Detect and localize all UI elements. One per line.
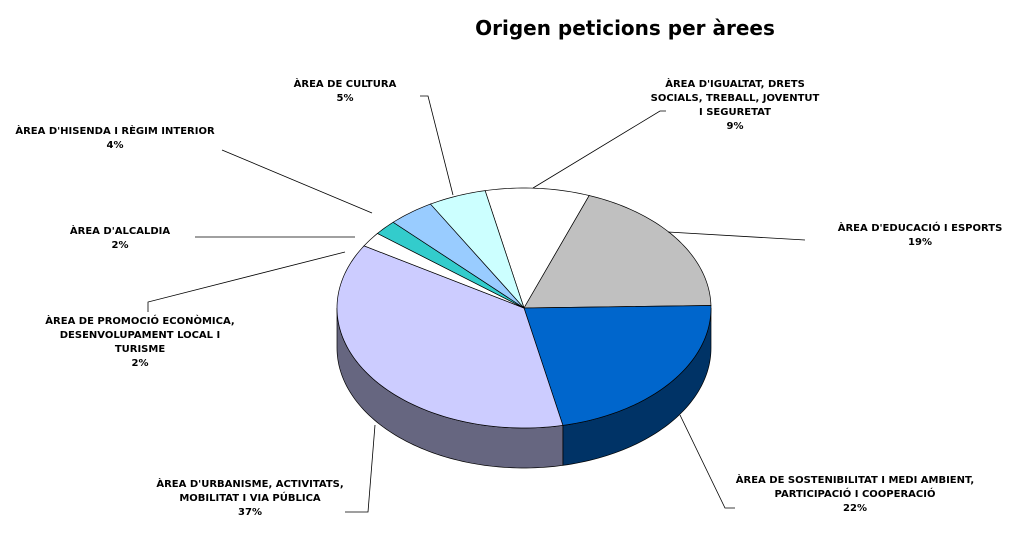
value-label: 22% [843, 503, 867, 514]
leader-line [147, 251, 346, 312]
slice-label: ÀREA D'URBANISME, ACTIVITATS, MOBILITAT … [150, 478, 350, 520]
leader-line [679, 414, 735, 509]
leader-line [667, 231, 806, 241]
value-label: 2% [111, 240, 129, 251]
category-label: ÀREA D'HISENDA I RÈGIM INTERIOR [15, 126, 215, 137]
slice-label: ÀREA DE SOSTENIBILITAT I MEDI AMBIENT, P… [735, 474, 975, 516]
slice-label: ÀREA D'IGUALTAT, DRETS SOCIALS, TREBALL,… [650, 78, 820, 134]
leader-line [221, 149, 373, 214]
category-label: ÀREA DE CULTURA [293, 79, 397, 90]
category-label: ÀREA DE PROMOCIÓ ECONÒMICA, DESENVOLUPAM… [45, 316, 235, 355]
category-label: ÀREA D'URBANISME, ACTIVITATS, MOBILITAT … [156, 479, 344, 504]
chart-title: Origen peticions per àrees [475, 16, 775, 40]
category-label: ÀREA D'EDUCACIÓ I ESPORTS [837, 223, 1003, 234]
slice-label: ÀREA DE PROMOCIÓ ECONÒMICA, DESENVOLUPAM… [40, 315, 240, 371]
slice [376, 221, 525, 309]
value-label: 9% [726, 121, 744, 132]
value-label: 19% [908, 237, 932, 248]
value-label: 5% [336, 93, 354, 104]
value-label: 2% [131, 358, 149, 369]
slice [336, 245, 564, 429]
category-label: ÀREA DE SOSTENIBILITAT I MEDI AMBIENT, P… [735, 475, 975, 500]
slice-label: ÀREA D'EDUCACIÓ I ESPORTS 19% [810, 222, 1030, 250]
slice-label: ÀREA DE CULTURA 5% [280, 78, 410, 106]
slice-label: ÀREA D'ALCALDIA 2% [45, 225, 195, 253]
slice [523, 305, 712, 426]
value-label: 4% [106, 140, 124, 151]
slice-label: ÀREA D'HISENDA I RÈGIM INTERIOR 4% [10, 125, 220, 153]
leader-line [532, 110, 666, 189]
value-label: 37% [238, 507, 262, 518]
leader-line [345, 424, 376, 513]
slice [392, 203, 525, 309]
leader-line [420, 95, 454, 196]
slice [523, 195, 712, 309]
slice [363, 233, 525, 309]
category-label: ÀREA D'IGUALTAT, DRETS SOCIALS, TREBALL,… [650, 79, 820, 118]
category-label: ÀREA D'ALCALDIA [69, 226, 171, 237]
slice [429, 190, 525, 309]
slice [484, 187, 590, 309]
